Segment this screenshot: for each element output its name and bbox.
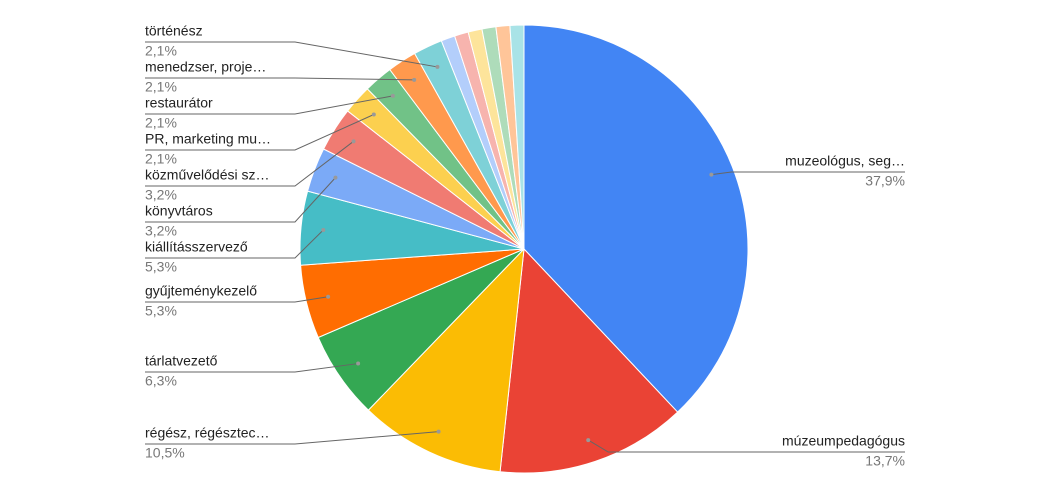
leader-line [145, 114, 375, 151]
pie-slice [499, 247, 679, 474]
pie-slice [509, 24, 525, 250]
slice-percent: 5,3% [145, 303, 177, 319]
slice-label: menedzser, proje… [145, 59, 266, 75]
slice-label: közművelődési sz… [145, 167, 270, 183]
slice-percent: 5,3% [145, 259, 177, 275]
slice-percent: 13,7% [865, 453, 905, 469]
slice-percent: 10,5% [145, 445, 185, 461]
slice-label: muzeológus, seg… [785, 153, 905, 169]
slice-percent: 6,3% [145, 373, 177, 389]
leader-line [145, 77, 415, 81]
leader-dot [435, 64, 440, 69]
slice-percent: 2,1% [145, 115, 177, 131]
slice-label: restaurátor [145, 95, 213, 111]
leader-line [145, 177, 336, 223]
leader-dot [709, 172, 714, 177]
slice-label: PR, marketing mu… [145, 131, 271, 147]
slice-label: gyűjteménykezelő [145, 283, 257, 299]
leader-dot [436, 429, 441, 434]
leader-line [145, 95, 393, 115]
leader-dot [356, 361, 361, 366]
leader-dot [412, 77, 417, 82]
slice-label: könyvtáros [145, 203, 213, 219]
slice-label: történész [145, 23, 203, 39]
slice-label: kiállításszervező [145, 239, 248, 255]
leader-line [145, 41, 438, 68]
leader-dot [390, 93, 395, 98]
leader-dot [326, 294, 331, 299]
slice-percent: 3,2% [145, 187, 177, 203]
leader-dot [333, 175, 338, 180]
slice-percent: 2,1% [145, 79, 177, 95]
leader-dot [351, 139, 356, 144]
leader-dot [321, 227, 326, 232]
leader-line [145, 229, 324, 259]
slice-label: tárlatvezető [145, 353, 218, 369]
slice-label: régész, régésztec… [145, 425, 270, 441]
leader-line [587, 439, 905, 453]
leader-dot [586, 438, 591, 443]
leader-line [145, 431, 439, 445]
leader-line [145, 296, 329, 303]
slice-percent: 2,1% [145, 151, 177, 167]
pie-slice [523, 24, 749, 413]
leader-line [145, 140, 354, 187]
slice-percent: 2,1% [145, 43, 177, 59]
leader-line [711, 171, 905, 176]
slice-percent: 37,9% [865, 173, 905, 189]
leader-line [145, 363, 359, 373]
slice-percent: 3,2% [145, 223, 177, 239]
pie-slice [367, 247, 525, 473]
slice-label: múzeumpedagógus [782, 433, 905, 449]
leader-dot [371, 112, 376, 117]
